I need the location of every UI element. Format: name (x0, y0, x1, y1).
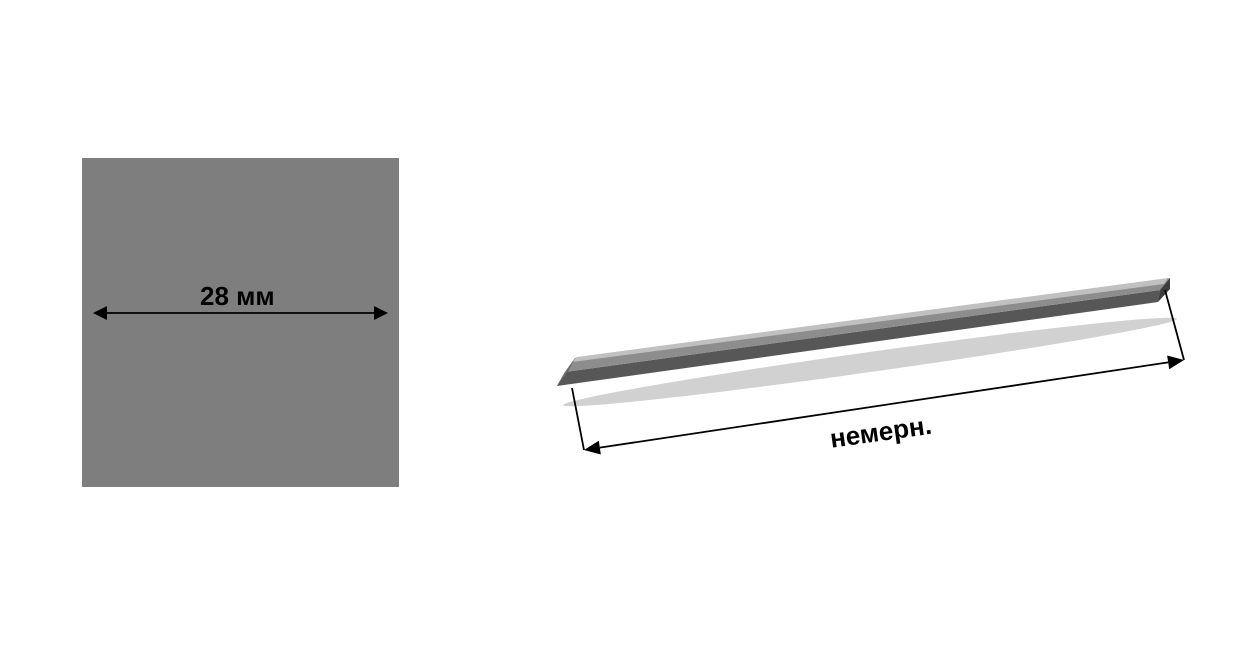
diagram-canvas: 28 мм немерн. (0, 0, 1240, 660)
drawing-overlay (0, 0, 1240, 660)
bar-top-highlight (572, 278, 1168, 362)
